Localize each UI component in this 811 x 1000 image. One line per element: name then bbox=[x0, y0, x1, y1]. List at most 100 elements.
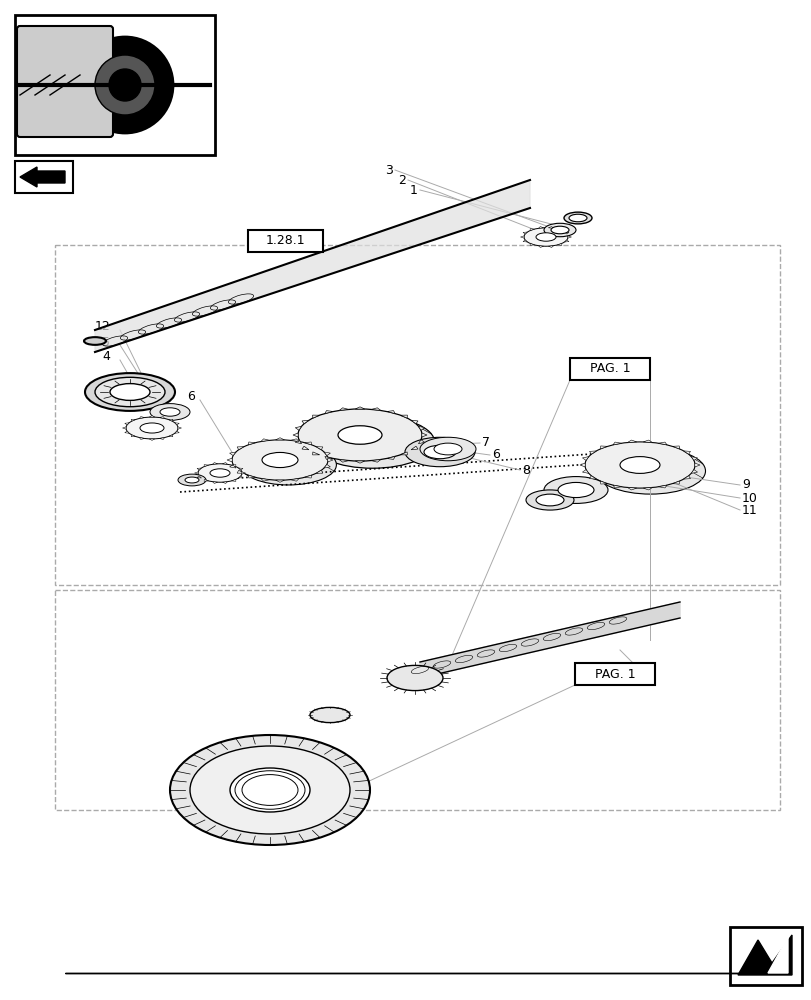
Ellipse shape bbox=[95, 377, 165, 407]
Polygon shape bbox=[302, 446, 308, 450]
Ellipse shape bbox=[169, 735, 370, 845]
Polygon shape bbox=[212, 463, 217, 464]
Text: 1.28.1: 1.28.1 bbox=[265, 234, 305, 247]
Polygon shape bbox=[324, 411, 333, 414]
Polygon shape bbox=[125, 431, 129, 433]
Ellipse shape bbox=[150, 404, 190, 420]
Polygon shape bbox=[139, 417, 144, 418]
Polygon shape bbox=[581, 470, 588, 473]
Ellipse shape bbox=[311, 416, 434, 468]
Polygon shape bbox=[222, 482, 227, 483]
Ellipse shape bbox=[139, 423, 164, 433]
Ellipse shape bbox=[109, 384, 150, 400]
Ellipse shape bbox=[160, 408, 180, 416]
Ellipse shape bbox=[298, 409, 422, 461]
Polygon shape bbox=[642, 440, 652, 443]
Polygon shape bbox=[581, 457, 588, 460]
Text: 11: 11 bbox=[741, 504, 757, 516]
Polygon shape bbox=[418, 440, 424, 444]
Circle shape bbox=[95, 55, 155, 115]
Polygon shape bbox=[304, 442, 311, 445]
Polygon shape bbox=[227, 458, 232, 462]
Ellipse shape bbox=[535, 494, 564, 506]
Polygon shape bbox=[159, 438, 165, 439]
Polygon shape bbox=[324, 456, 333, 459]
Polygon shape bbox=[238, 476, 242, 478]
Ellipse shape bbox=[543, 477, 607, 503]
Polygon shape bbox=[400, 415, 407, 418]
Polygon shape bbox=[315, 447, 323, 450]
Polygon shape bbox=[354, 461, 364, 463]
Polygon shape bbox=[567, 236, 571, 238]
Ellipse shape bbox=[526, 490, 573, 510]
Polygon shape bbox=[315, 470, 323, 473]
Polygon shape bbox=[672, 481, 679, 484]
Ellipse shape bbox=[337, 426, 381, 444]
Circle shape bbox=[77, 37, 173, 133]
Ellipse shape bbox=[523, 228, 568, 246]
Polygon shape bbox=[547, 246, 553, 247]
Polygon shape bbox=[230, 464, 236, 468]
Polygon shape bbox=[174, 423, 179, 425]
Polygon shape bbox=[197, 468, 201, 470]
Ellipse shape bbox=[84, 337, 106, 345]
Ellipse shape bbox=[423, 445, 456, 459]
Ellipse shape bbox=[594, 448, 705, 494]
Ellipse shape bbox=[232, 440, 328, 480]
Polygon shape bbox=[275, 438, 284, 440]
Ellipse shape bbox=[85, 373, 175, 411]
Polygon shape bbox=[339, 460, 348, 462]
Polygon shape bbox=[231, 465, 236, 467]
Text: PAG. 1: PAG. 1 bbox=[589, 362, 629, 375]
Polygon shape bbox=[690, 470, 697, 473]
Bar bbox=[247, 230, 323, 252]
Polygon shape bbox=[690, 457, 697, 460]
Polygon shape bbox=[557, 243, 561, 245]
Polygon shape bbox=[197, 476, 201, 478]
Polygon shape bbox=[290, 479, 298, 481]
Polygon shape bbox=[520, 236, 524, 238]
Polygon shape bbox=[230, 452, 236, 456]
Polygon shape bbox=[386, 456, 395, 459]
Polygon shape bbox=[131, 435, 135, 437]
FancyBboxPatch shape bbox=[17, 26, 113, 137]
Polygon shape bbox=[312, 415, 320, 418]
Polygon shape bbox=[149, 416, 155, 417]
Bar bbox=[569, 358, 649, 380]
Polygon shape bbox=[328, 458, 333, 462]
Ellipse shape bbox=[126, 417, 178, 439]
Polygon shape bbox=[589, 476, 596, 479]
Polygon shape bbox=[248, 442, 255, 445]
Ellipse shape bbox=[405, 437, 474, 467]
Ellipse shape bbox=[190, 746, 350, 834]
Ellipse shape bbox=[387, 665, 443, 691]
Bar bbox=[15, 15, 215, 155]
Ellipse shape bbox=[535, 233, 556, 241]
Ellipse shape bbox=[620, 457, 659, 473]
Polygon shape bbox=[564, 232, 569, 234]
Ellipse shape bbox=[185, 477, 199, 483]
Polygon shape bbox=[530, 243, 534, 245]
Polygon shape bbox=[557, 229, 561, 231]
Circle shape bbox=[109, 69, 141, 101]
Ellipse shape bbox=[262, 452, 298, 468]
Polygon shape bbox=[295, 426, 301, 430]
Polygon shape bbox=[238, 468, 242, 470]
Ellipse shape bbox=[557, 482, 594, 498]
Polygon shape bbox=[242, 472, 245, 474]
Text: PAG. 1: PAG. 1 bbox=[594, 668, 634, 680]
Polygon shape bbox=[627, 487, 636, 490]
Text: 2: 2 bbox=[397, 174, 406, 187]
Text: 6: 6 bbox=[187, 390, 195, 403]
Polygon shape bbox=[767, 937, 787, 973]
Text: 5: 5 bbox=[102, 336, 109, 349]
Polygon shape bbox=[339, 408, 348, 410]
Polygon shape bbox=[579, 463, 585, 467]
Polygon shape bbox=[293, 433, 298, 437]
Polygon shape bbox=[386, 411, 395, 414]
Polygon shape bbox=[612, 485, 620, 488]
Ellipse shape bbox=[198, 464, 242, 482]
Polygon shape bbox=[418, 426, 424, 430]
Ellipse shape bbox=[433, 443, 461, 455]
Polygon shape bbox=[642, 487, 652, 490]
